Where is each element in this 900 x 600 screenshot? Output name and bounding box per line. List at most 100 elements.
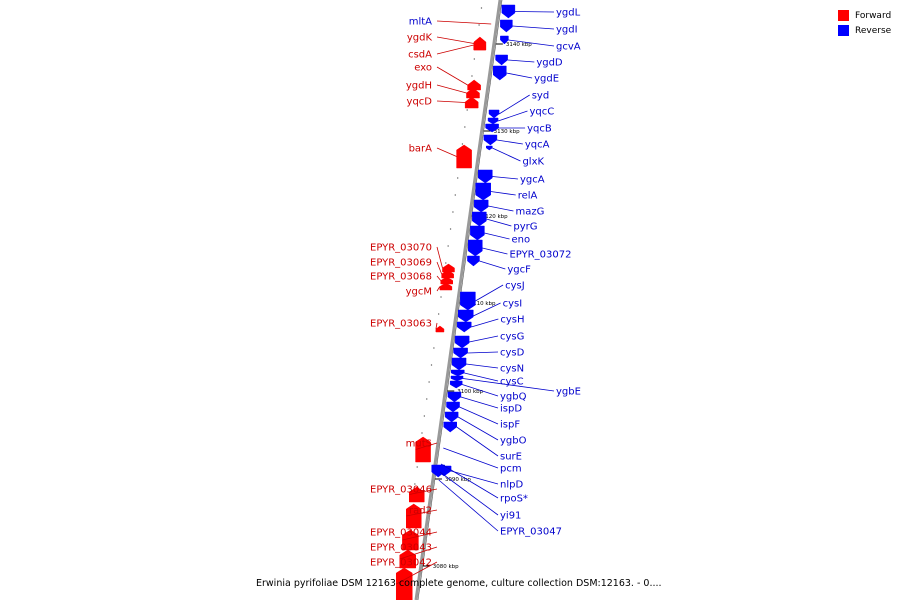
gene-csda — [473, 39, 486, 51]
leader-line — [467, 351, 499, 354]
leader-line — [486, 218, 512, 227]
legend-label-forward: Forward — [855, 10, 892, 21]
gene-cysi — [458, 309, 474, 323]
gene-exo — [467, 79, 481, 91]
gene-eno — [470, 225, 485, 241]
gene-label-muts: mutS — [406, 439, 432, 450]
leader-line — [508, 39, 555, 47]
gene-label-ygbo: ygbO — [500, 436, 527, 447]
gene-label-bara: barA — [409, 144, 433, 155]
gene-label-csda: csdA — [408, 50, 432, 61]
leader-line — [439, 471, 499, 516]
gene-cysn — [451, 357, 467, 371]
gene-label-rpos-: rpoS* — [500, 494, 528, 505]
gene-rad2 — [406, 503, 422, 529]
gene-yqcb — [485, 123, 499, 133]
gene-ygbe — [450, 375, 464, 382]
gene-epyr-03044 — [402, 529, 419, 551]
tick-label: 3110 kbp — [470, 301, 496, 307]
tick-label: 3120 kbp — [482, 214, 508, 220]
gene-label-ygcm: ygcM — [406, 287, 432, 298]
gene-label-cysc: cysC — [500, 377, 524, 388]
leader-line — [488, 205, 514, 212]
gene-label-epyr-03047: EPYR_03047 — [500, 527, 562, 538]
gene-label-rela: relA — [518, 191, 538, 202]
gene-label-pcm: pcm — [500, 464, 522, 475]
gene-ygdh — [466, 87, 480, 99]
gene-label-ygdi: ygdI — [556, 25, 578, 36]
gene-label-epyr-03069: EPYR_03069 — [370, 258, 432, 269]
reverse-swatch — [838, 25, 849, 36]
leader-line — [507, 59, 535, 63]
gene-sure — [443, 421, 457, 433]
leader-line — [459, 406, 499, 425]
gene-epyr-03063 — [435, 325, 445, 333]
legend-label-reverse: Reverse — [855, 25, 892, 36]
leader-line — [436, 286, 441, 292]
leader-line — [436, 66, 468, 86]
gene-label-cysh: cysH — [500, 315, 524, 326]
gene-label-pyrg: pyrG — [513, 222, 537, 233]
gene-label-ygbe: ygbE — [556, 387, 581, 398]
gene-label-epyr-03063: EPYR_03063 — [370, 319, 432, 330]
leader-line — [496, 139, 523, 145]
gene-pyrg — [472, 211, 487, 227]
leader-line — [457, 416, 499, 441]
leader-line — [396, 561, 438, 585]
leader-line — [399, 546, 438, 560]
leader-line — [492, 176, 518, 180]
gene-label-cysd: cysD — [500, 348, 525, 359]
gene-ygdl — [501, 4, 516, 19]
leader-line — [436, 36, 474, 44]
leader-line — [460, 396, 499, 409]
leader-line — [475, 284, 504, 302]
leader-line — [435, 322, 438, 330]
gene-ygbq — [449, 380, 463, 389]
gene-label-sure: surE — [500, 452, 522, 463]
gene-muts — [415, 436, 431, 463]
leader-line — [473, 302, 501, 317]
leader-line — [469, 335, 499, 343]
gene-label-nlpd: nlpD — [500, 480, 523, 491]
gene-label-ygdl: ygdL — [556, 8, 581, 19]
leader-line — [438, 479, 499, 532]
gene-label-epyr-03046: EPYR_03046 — [370, 485, 432, 496]
genome-backbone-edge — [417, 0, 503, 600]
leader-line — [409, 488, 438, 495]
gene-label-eno: eno — [512, 235, 531, 246]
gene-cysg — [454, 335, 470, 349]
gene-yqcc — [487, 117, 499, 125]
leader-line — [484, 232, 510, 240]
gene-yqca — [483, 134, 498, 146]
gene-cysh — [456, 321, 472, 333]
leader-line — [497, 110, 528, 122]
gene-label-ispf: ispF — [500, 420, 520, 431]
leader-line — [436, 261, 443, 275]
gene-label-epyr-03072: EPYR_03072 — [509, 250, 571, 261]
leader-line — [415, 442, 438, 450]
leader-line — [436, 100, 466, 103]
gene-label-cysj: cysJ — [505, 281, 525, 292]
gene-label-ygdh: ygdH — [406, 81, 432, 92]
gene-label-ygca: ygcA — [520, 175, 545, 186]
gene-label-epyr-03044: EPYR_03044 — [370, 528, 432, 539]
legend: Forward Reverse — [838, 8, 891, 38]
forward-swatch — [838, 10, 849, 21]
gene-ygdi — [500, 19, 513, 33]
gene-epyr-03069 — [441, 269, 454, 279]
gene-bara — [456, 144, 472, 169]
gene-label-ispd: ispD — [500, 404, 522, 415]
leader-line — [471, 318, 499, 328]
leader-line — [464, 372, 499, 382]
gene-label-yqca: yqcA — [525, 140, 550, 151]
leader-line — [512, 25, 555, 30]
gene-label-mazg: mazG — [515, 207, 544, 218]
leader-line — [443, 447, 499, 469]
gene-label-yi91: yi91 — [500, 511, 521, 522]
gene-label-epyr-03068: EPYR_03068 — [370, 272, 432, 283]
legend-item-forward: Forward — [838, 8, 891, 23]
genome-backbone — [414, 0, 502, 600]
gene-ygcf — [467, 255, 480, 267]
gene-mazg — [473, 199, 489, 213]
